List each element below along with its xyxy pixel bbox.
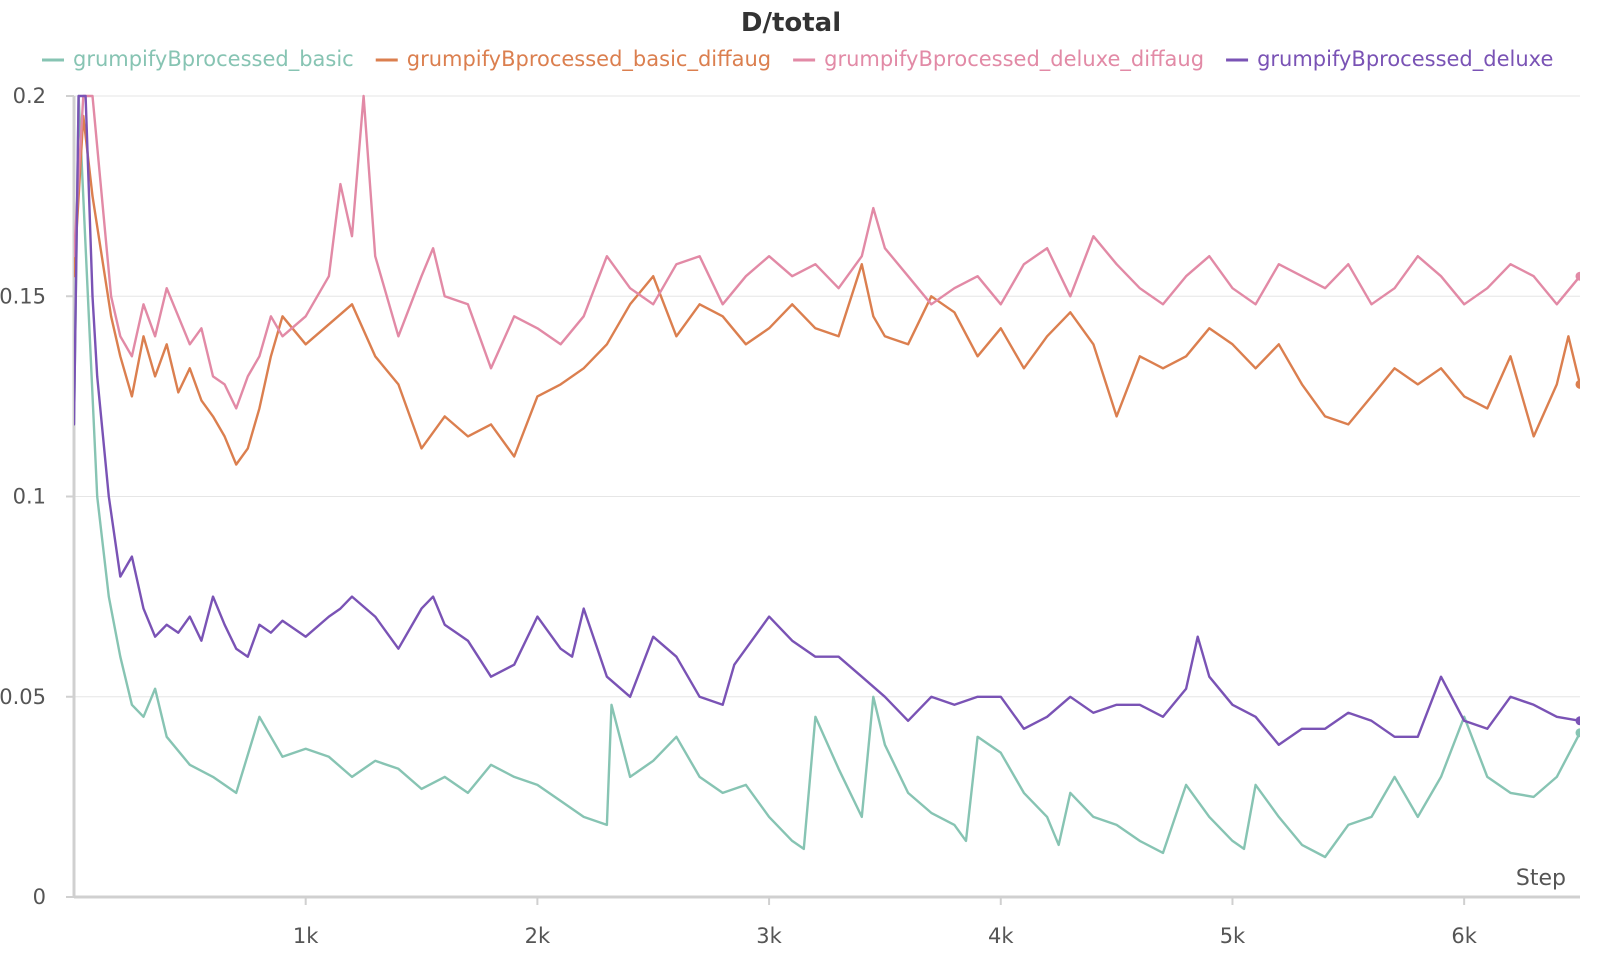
grid xyxy=(74,95,1580,698)
x-axis: 1k 2k 3k 4k 5k 6k xyxy=(74,895,1580,948)
legend-label[interactable]: grumpifyBprocessed_basic_diffaug xyxy=(407,47,771,72)
y-tick-label: 0.2 xyxy=(13,84,46,108)
legend-label[interactable]: grumpifyBprocessed_deluxe xyxy=(1257,47,1553,72)
y-tick-label: 0.05 xyxy=(0,685,46,709)
series-endpoint-grumpifyBprocessed_deluxe_diffaug xyxy=(1575,271,1580,281)
series-line-grumpifyBprocessed_basic_diffaug[interactable] xyxy=(74,114,1580,466)
x-axis-label: Step xyxy=(1516,866,1566,891)
legend-label[interactable]: grumpifyBprocessed_deluxe_diffaug xyxy=(824,47,1204,72)
x-tick-label: 1k xyxy=(293,924,319,948)
x-tick-label: 4k xyxy=(988,924,1014,948)
legend-label[interactable]: grumpifyBprocessed_basic xyxy=(73,47,354,72)
x-tick-label: 6k xyxy=(1451,924,1477,948)
y-axis: 0 0.05 0.1 0.15 0.2 xyxy=(0,84,76,909)
y-tick-label: 0.1 xyxy=(13,485,46,509)
series-line-grumpifyBprocessed_basic[interactable] xyxy=(74,94,1580,859)
y-tick-label: 0.15 xyxy=(0,284,46,308)
series-line-grumpifyBprocessed_deluxe[interactable] xyxy=(74,94,1580,746)
series-endpoint-grumpifyBprocessed_basic_diffaug xyxy=(1575,379,1580,389)
x-tick-label: 5k xyxy=(1220,924,1246,948)
chart-title: D/total xyxy=(741,8,841,38)
series-layer xyxy=(74,94,1580,859)
series-endpoint-grumpifyBprocessed_basic xyxy=(1575,728,1580,738)
y-tick-label: 0 xyxy=(33,885,46,909)
series-line-grumpifyBprocessed_deluxe_diffaug[interactable] xyxy=(74,94,1580,410)
x-tick-label: 2k xyxy=(525,924,551,948)
series-endpoint-grumpifyBprocessed_deluxe xyxy=(1575,716,1580,726)
x-tick-label: 3k xyxy=(756,924,782,948)
legend: grumpifyBprocessed_basic grumpifyBprocess… xyxy=(42,47,1553,72)
